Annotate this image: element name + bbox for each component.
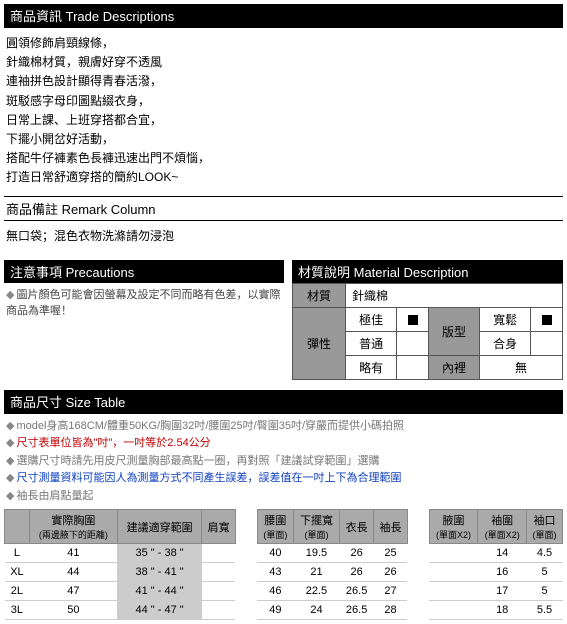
- size-row: XL4438 " - 41 "43212626165: [5, 563, 563, 582]
- note-howto: 選購尺寸時請先用皮尺測量胸部最高點一圈，再對照「建議試穿範圍」選購: [6, 453, 561, 471]
- col-shoulder: 肩寬: [202, 510, 236, 544]
- col-armhole: 腋圍(單面X2): [429, 510, 478, 544]
- col-waist: 腰圍(單面): [257, 510, 293, 544]
- trade-line: 針織棉材質，親膚好穿不透風: [6, 53, 561, 72]
- col-gap: [235, 510, 257, 544]
- note-unit: 尺寸表單位皆為"吋"，一吋等於2.54公分: [6, 435, 561, 453]
- col-hem: 下擺寬(單面): [293, 510, 339, 544]
- ver-fit: 合身: [480, 331, 531, 355]
- size-row: 2L4741 " - 44 "4622.526.527175: [5, 582, 563, 601]
- size-table: 實際胸圍(兩邊腋下的距離) 建議適穿範圍 肩寬 腰圍(單面) 下擺寬(單面) 衣…: [4, 509, 563, 620]
- size-notes: model身高168CM/體重50KG/胸圍32吋/腰圍25吋/臀圍35吋/穿嚴…: [4, 416, 563, 508]
- elastic-slight: 略有: [346, 355, 397, 379]
- col-sleeve: 袖長: [374, 510, 408, 544]
- col-sleevew: 袖圍(單面X2): [478, 510, 527, 544]
- trade-line: 搭配牛仔褲素色長褲迅速出門不煩惱，: [6, 149, 561, 168]
- col-suggest: 建議適穿範圍: [117, 510, 202, 544]
- col-empty: [5, 510, 30, 544]
- elastic-normal: 普通: [346, 331, 397, 355]
- ver-loose: 寬鬆: [480, 307, 531, 331]
- mat-label-inner: 內裡: [428, 355, 479, 379]
- note-sleeve: 袖長由肩點量起: [6, 488, 561, 506]
- material-table: 材質 針織棉 彈性 極佳 版型 寬鬆 普通 合身 略有 內裡 無: [292, 283, 563, 380]
- trade-line: 斑駁感字母印圖點綴衣身，: [6, 92, 561, 111]
- remark-body: 無口袋；混色衣物洗滌請勿浸泡: [4, 221, 563, 254]
- trade-body: 圓領修飾肩頸線條， 針織棉材質，親膚好穿不透風 連袖拼色設計顯得青春活潑， 斑駁…: [4, 30, 563, 197]
- inner-none: 無: [480, 355, 563, 379]
- trade-line: 下擺小開岔好活動，: [6, 130, 561, 149]
- size-row: 3L5044 " - 47 "492426.528185.5: [5, 601, 563, 620]
- col-cuff: 袖口(單面): [527, 510, 563, 544]
- note-error: 尺寸測量資料可能因人為測量方式不同產生誤差，誤差值在一吋上下為合理範圍: [6, 470, 561, 488]
- trade-line: 日常上課、上班穿搭都合宜，: [6, 111, 561, 130]
- mat-value: 針織棉: [346, 283, 563, 307]
- precautions-body: 圖片顏色可能會因螢幕及設定不同而略有色差，以實際商品為準喔！: [4, 283, 284, 324]
- trade-line: 圓領修飾肩頸線條，: [6, 34, 561, 53]
- trade-line: 打造日常舒適穿搭的簡約LOOK~: [6, 168, 561, 187]
- trade-header: 商品資訊 Trade Descriptions: [4, 4, 563, 28]
- size-header: 商品尺寸 Size Table: [4, 390, 563, 414]
- col-bust: 實際胸圍(兩邊腋下的距離): [29, 510, 117, 544]
- precautions-line: 圖片顏色可能會因螢幕及設定不同而略有色差，以實際商品為準喔！: [6, 289, 280, 318]
- col-gap: [407, 510, 429, 544]
- mark: [531, 307, 563, 331]
- mat-label: 材質: [293, 283, 346, 307]
- col-length: 衣長: [340, 510, 374, 544]
- mat-label-elastic: 彈性: [293, 307, 346, 379]
- note-model: model身高168CM/體重50KG/胸圍32吋/腰圍25吋/臀圍35吋/穿嚴…: [6, 418, 561, 436]
- elastic-best: 極佳: [346, 307, 397, 331]
- remark-header: 商品備註 Remark Column: [4, 197, 563, 221]
- mat-label-ver: 版型: [428, 307, 479, 355]
- mark: [397, 307, 429, 331]
- size-row: L4135 " - 38 "4019.52625144.5: [5, 544, 563, 563]
- trade-line: 連袖拼色設計顯得青春活潑，: [6, 72, 561, 91]
- precautions-header: 注意事項 Precautions: [4, 260, 284, 283]
- material-header: 材質說明 Material Description: [292, 260, 563, 283]
